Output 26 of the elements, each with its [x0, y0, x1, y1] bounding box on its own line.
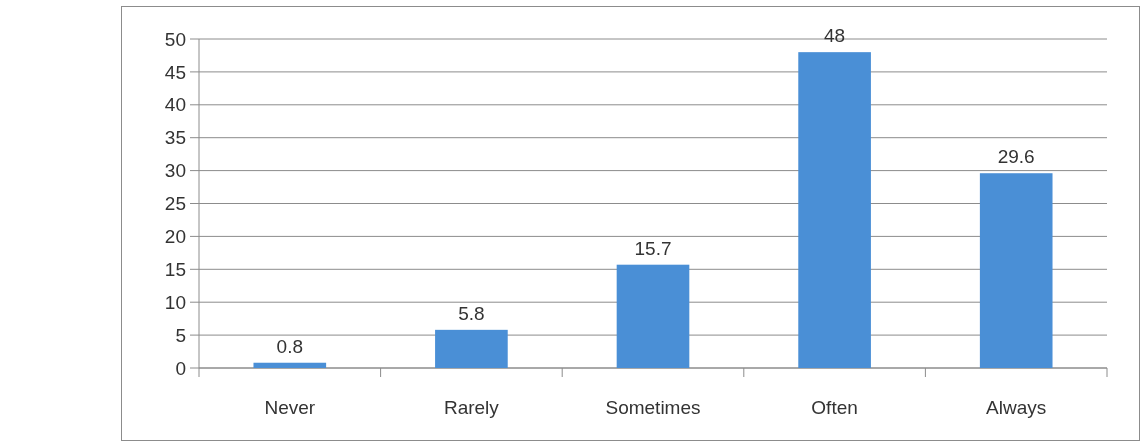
- data-label: 5.8: [458, 302, 485, 324]
- y-tick-label: 25: [164, 193, 186, 215]
- y-tick-label: 50: [164, 28, 186, 50]
- y-tick-label: 5: [175, 324, 186, 346]
- x-tick-label: Sometimes: [605, 397, 701, 418]
- y-tick-label: 35: [164, 127, 186, 149]
- data-label: 29.6: [997, 146, 1035, 168]
- data-label: 15.7: [634, 237, 672, 259]
- bar: [616, 264, 690, 368]
- x-tick-label: Always: [986, 397, 1047, 418]
- bar: [798, 52, 871, 368]
- data-label: 48: [824, 25, 846, 47]
- y-tick-label: 15: [164, 258, 186, 280]
- bar: [435, 329, 508, 368]
- bar: [979, 173, 1053, 368]
- y-tick-label: 45: [164, 61, 186, 83]
- y-tick-label: 20: [164, 226, 186, 248]
- x-tick-label: Rarely: [443, 397, 500, 418]
- y-tick-label: 40: [164, 94, 186, 116]
- bar: [253, 362, 327, 368]
- x-tick-label: Often: [811, 397, 858, 418]
- y-tick-label: 0: [175, 357, 186, 379]
- data-label: 0.8: [276, 335, 304, 357]
- y-tick-label: 10: [164, 291, 186, 313]
- x-tick-label: Never: [264, 397, 316, 418]
- y-tick-label: 30: [164, 160, 186, 182]
